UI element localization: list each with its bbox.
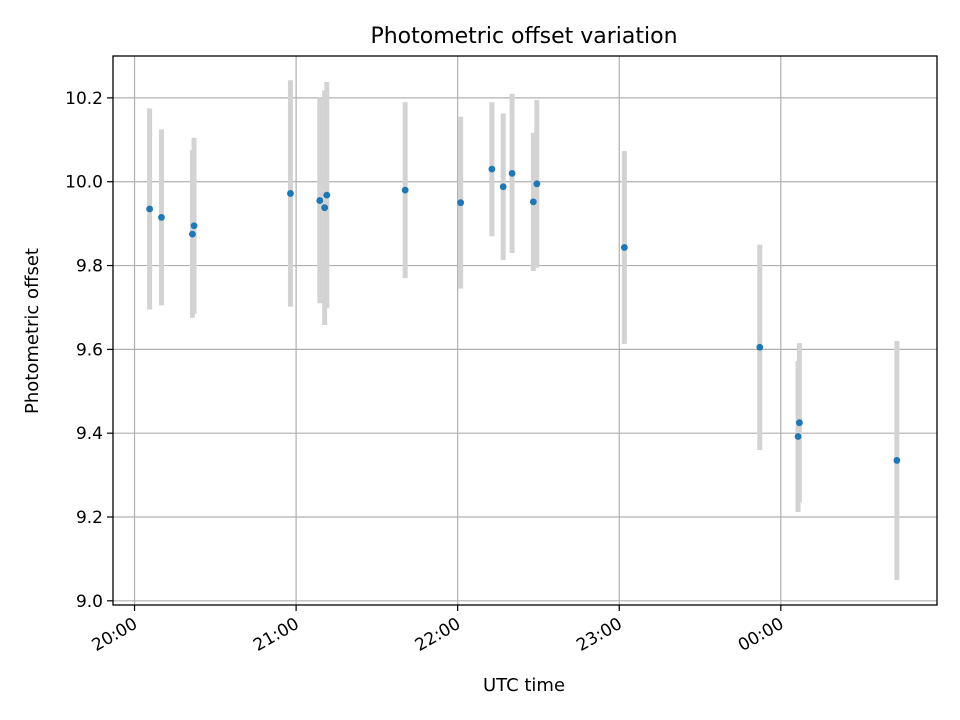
data-point: [529, 198, 537, 206]
y-tick-label: 9.8: [76, 257, 103, 277]
data-point: [620, 244, 628, 251]
data-point: [533, 180, 541, 188]
x-tick-label: 22:00: [412, 614, 464, 656]
y-axis-ticks: 9.0 9.2 9.4 9.6 9.8 10.0 10.2: [65, 89, 113, 612]
data-point: [146, 205, 154, 213]
y-tick-label: 10.0: [65, 173, 103, 193]
y-tick-label: 10.2: [65, 89, 103, 109]
grid-lines: [113, 56, 937, 605]
data-point: [158, 213, 165, 221]
data-point: [287, 190, 294, 197]
data-point: [508, 169, 516, 177]
data-point: [756, 343, 764, 351]
x-tick-label: 23:00: [573, 614, 625, 656]
data-point: [795, 419, 803, 427]
y-tick-label: 9.4: [76, 424, 103, 444]
data-point: [488, 165, 496, 173]
data-point: [316, 197, 324, 204]
data-point: [189, 230, 196, 238]
data-point: [323, 191, 331, 199]
y-tick-label: 9.2: [76, 508, 103, 528]
x-axis-ticks: 20:00 21:00 22:00 23:00 00:00: [89, 605, 787, 656]
data-point: [190, 222, 198, 230]
data-points: [146, 165, 901, 464]
x-axis-label: UTC time: [483, 675, 565, 696]
data-point: [893, 457, 901, 464]
x-tick-label: 21:00: [250, 614, 302, 656]
data-point: [401, 186, 409, 194]
x-tick-label: 00:00: [735, 614, 787, 656]
data-point: [457, 199, 465, 207]
error-bars: [147, 80, 900, 580]
chart-title: Photometric offset variation: [370, 24, 677, 49]
plot-frame: [112, 55, 938, 606]
x-tick-label: 20:00: [89, 614, 141, 656]
data-point: [794, 433, 802, 440]
y-axis-label: Photometric offset: [22, 248, 43, 414]
y-tick-label: 9.0: [76, 592, 103, 612]
y-tick-label: 9.6: [76, 340, 103, 360]
data-point: [499, 183, 507, 191]
data-point: [321, 204, 329, 212]
